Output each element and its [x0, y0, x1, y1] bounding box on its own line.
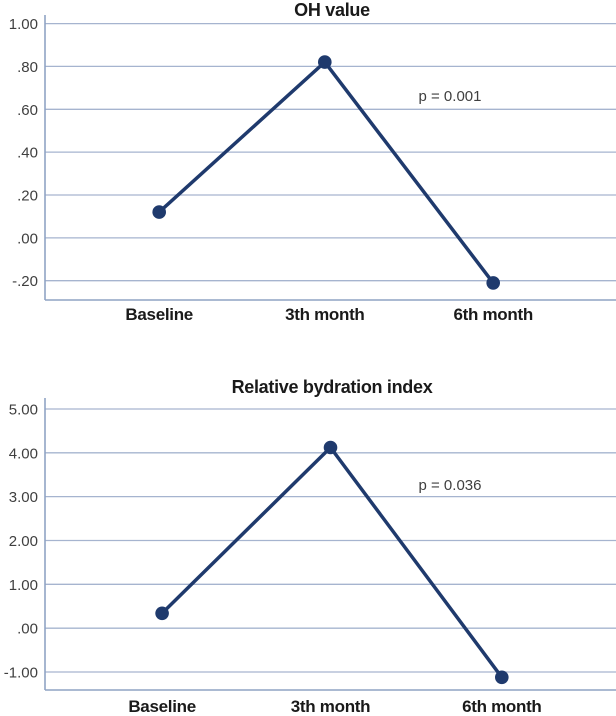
chart-relative-hydration-index: 5.00 4.00 3.00 2.00 1.00 .00 -1.00 Baseline 3th …	[4, 377, 616, 716]
data-point	[152, 205, 166, 219]
x-category-label: 3th month	[291, 697, 370, 716]
x-category-label: 6th month	[462, 697, 541, 716]
x-category-label: 6th month	[453, 305, 532, 324]
y-tick-label: -.20	[12, 273, 38, 290]
y-tick-label: .60	[17, 102, 38, 119]
data-point	[486, 276, 501, 290]
x-category-label: 3th month	[285, 305, 364, 324]
x-category-label: Baseline	[128, 697, 196, 716]
y-tick-label: .00	[17, 230, 38, 247]
y-tick-label: 4.00	[9, 445, 38, 462]
p-value-annotation: p = 0.036	[419, 477, 482, 494]
data-point	[495, 670, 509, 685]
y-tick-label: 1.00	[9, 577, 38, 594]
y-tick-label: .20	[17, 188, 38, 205]
data-point	[318, 55, 332, 69]
chart-title: OH value	[294, 0, 370, 20]
chart-oh-value: 1.00 .80 .60 .40 .20 .00 -.20 Baseline 3th month…	[9, 0, 616, 324]
y-tick-label: .00	[17, 621, 38, 638]
y-tick-label: -1.00	[4, 665, 38, 682]
y-tick-label: 3.00	[9, 489, 38, 506]
data-point	[155, 606, 169, 621]
y-tick-label: 5.00	[9, 402, 38, 419]
y-tick-label: .40	[17, 145, 38, 162]
chart-title: Relative bydration index	[232, 377, 433, 397]
data-point	[323, 440, 338, 455]
x-category-label: Baseline	[125, 305, 193, 324]
y-tick-label: 2.00	[9, 533, 38, 550]
y-tick-label: 1.00	[9, 16, 38, 33]
p-value-annotation: p = 0.001	[419, 88, 482, 105]
y-tick-label: .80	[17, 59, 38, 76]
